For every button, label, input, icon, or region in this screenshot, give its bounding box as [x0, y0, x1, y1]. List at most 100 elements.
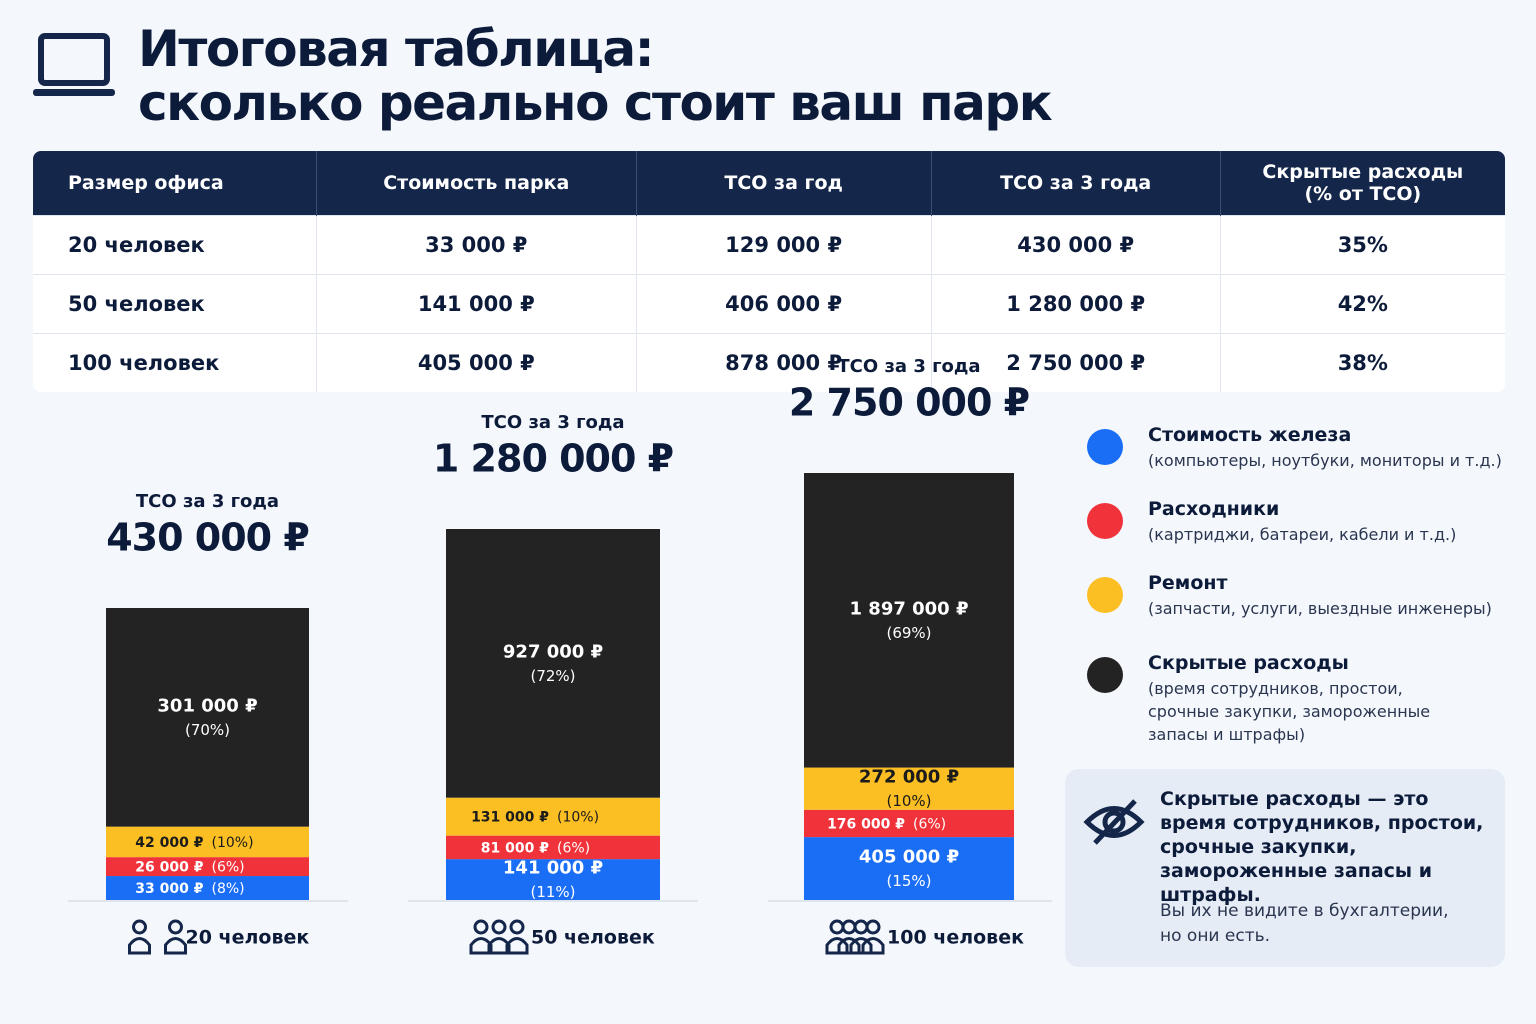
summary-table: Размер офиса Стоимость парка TCO за год TCO…: [33, 151, 1505, 392]
table-cell: 100 человек: [33, 333, 318, 392]
person-head: [168, 919, 183, 935]
total-caption: TCO за 3 года: [837, 356, 980, 377]
segment-share-label: (6%): [212, 860, 245, 876]
eye-slash-icon: [1083, 799, 1145, 845]
chart: TCO за 3 года 430 000 ₽ 33 000 ₽ (8%) 26 000…: [68, 356, 1052, 955]
table-cell: 42%: [1220, 274, 1505, 334]
note-title: Скрытые расходы — это время сотрудников,…: [1160, 788, 1484, 906]
category-label: 50 человек: [531, 927, 655, 949]
bar-segment: [804, 767, 1014, 810]
segment-value-label: 176 000 ₽: [827, 816, 905, 832]
segment-share-label: (10%): [886, 792, 931, 810]
title-line: Итоговая таблица:: [138, 20, 655, 78]
segment-value-label: 1 897 000 ₽: [850, 598, 969, 619]
total-label: 1 280 000 ₽: [433, 437, 673, 481]
table-row: 20 человек 33 000 ₽129 000 ₽430 000 ₽35%: [33, 215, 1505, 275]
table-cell: 430 000 ₽: [931, 215, 1221, 275]
table-cell: 33 000 ₽: [316, 215, 637, 275]
segment-share-label: (72%): [530, 667, 575, 685]
table-header: TCO за 3 года: [931, 151, 1221, 216]
person-head: [491, 919, 507, 935]
bar-segment: [446, 859, 660, 900]
legend-swatch: [1087, 503, 1123, 539]
person-body: [128, 937, 151, 955]
person-body: [487, 937, 511, 955]
person-body: [861, 937, 885, 955]
legend-swatch: [1087, 657, 1123, 693]
table-header: Размер офиса: [33, 151, 318, 216]
people-icon: [128, 919, 187, 955]
laptop-icon: [33, 33, 115, 96]
segment-value-label: 301 000 ₽: [157, 695, 257, 716]
table-row: 100 человек 405 000 ₽878 000 ₽2 750 000 ₽…: [33, 333, 1505, 392]
person-body: [505, 937, 529, 955]
table-header: Стоимость парка: [316, 151, 637, 216]
person-head: [853, 919, 869, 935]
table-cell: 20 человек: [33, 215, 318, 275]
segment-share-label: (6%): [557, 840, 590, 856]
table-header: Скрытые расходы (% от TCO): [1220, 151, 1505, 216]
legend-swatch: [1087, 577, 1123, 613]
person-head: [132, 919, 147, 935]
segment-share-label: (10%): [557, 810, 599, 826]
note-body: Вы их не видите в бухгалтерии, но они ес…: [1160, 901, 1449, 946]
category-label: 100 человек: [887, 927, 1024, 949]
table-cell: 1 280 000 ₽: [931, 274, 1221, 334]
table-cell: 405 000 ₽: [316, 333, 637, 392]
segment-value-label: 26 000 ₽: [135, 860, 203, 876]
segment-value-label: 33 000 ₽: [135, 881, 203, 897]
segment-value-label: 131 000 ₽: [471, 810, 549, 826]
table-cell: 35%: [1220, 215, 1505, 275]
legend-name: Скрытые расходы: [1148, 652, 1349, 674]
person-head: [473, 919, 489, 935]
segment-value-label: 405 000 ₽: [859, 847, 959, 868]
table-header: TCO за год: [636, 151, 932, 216]
segment-value-label: 42 000 ₽: [135, 835, 203, 851]
bar-segment: [446, 835, 660, 860]
segment-share-label: (10%): [212, 835, 254, 851]
segment-share-label: (69%): [886, 624, 931, 642]
segment-share-label: (8%): [212, 881, 245, 897]
person-body: [849, 937, 873, 955]
table-cell: 141 000 ₽: [316, 274, 637, 334]
total-caption: TCO за 3 года: [481, 412, 624, 433]
table-cell: 50 человек: [33, 274, 318, 334]
bar-segment: [446, 797, 660, 836]
table-cell: 129 000 ₽: [636, 215, 932, 275]
person-body: [837, 937, 861, 955]
legend-description: (картриджи, батареи, кабели и т.д.): [1148, 525, 1457, 544]
person-head: [841, 919, 857, 935]
table-cell: 38%: [1220, 333, 1505, 392]
legend-description: (компьютеры, ноутбуки, мониторы и т.д.): [1148, 451, 1502, 470]
note-box: Скрытые расходы — это время сотрудников,…: [1065, 769, 1505, 967]
segment-share-label: (11%): [530, 883, 575, 901]
bar-segment: [106, 608, 309, 827]
people-icon: [825, 919, 885, 955]
legend-name: Стоимость железа: [1148, 424, 1352, 446]
legend-name: Расходники: [1148, 498, 1280, 520]
people-icon: [469, 919, 529, 955]
legend-description: (запчасти, услуги, выездные инженеры): [1148, 599, 1492, 618]
bar-segment: [804, 837, 1014, 900]
segment-value-label: 272 000 ₽: [859, 767, 959, 788]
segment-value-label: 927 000 ₽: [503, 641, 603, 662]
bar-segment: [106, 876, 309, 900]
bar-segment: [106, 826, 309, 858]
title-line: сколько реально стоит ваш парк: [138, 74, 1053, 132]
bar-segment: [804, 473, 1014, 768]
legend-description: (время сотрудников, простои, срочные зак…: [1148, 679, 1431, 744]
segment-share-label: (70%): [185, 721, 230, 739]
person-head: [865, 919, 881, 935]
person-body: [164, 937, 187, 955]
legend-swatch: [1087, 429, 1123, 465]
table-row: 50 человек 141 000 ₽406 000 ₽1 280 000 ₽4…: [33, 274, 1505, 334]
legend-name: Ремонт: [1148, 572, 1228, 594]
person-body: [469, 937, 493, 955]
person-head: [829, 919, 845, 935]
segment-share-label: (6%): [913, 816, 946, 832]
category-label: 20 человек: [186, 927, 310, 949]
segment-share-label: (15%): [886, 872, 931, 890]
table-cell: 2 750 000 ₽: [931, 333, 1221, 392]
segment-value-label: 141 000 ₽: [503, 858, 603, 879]
